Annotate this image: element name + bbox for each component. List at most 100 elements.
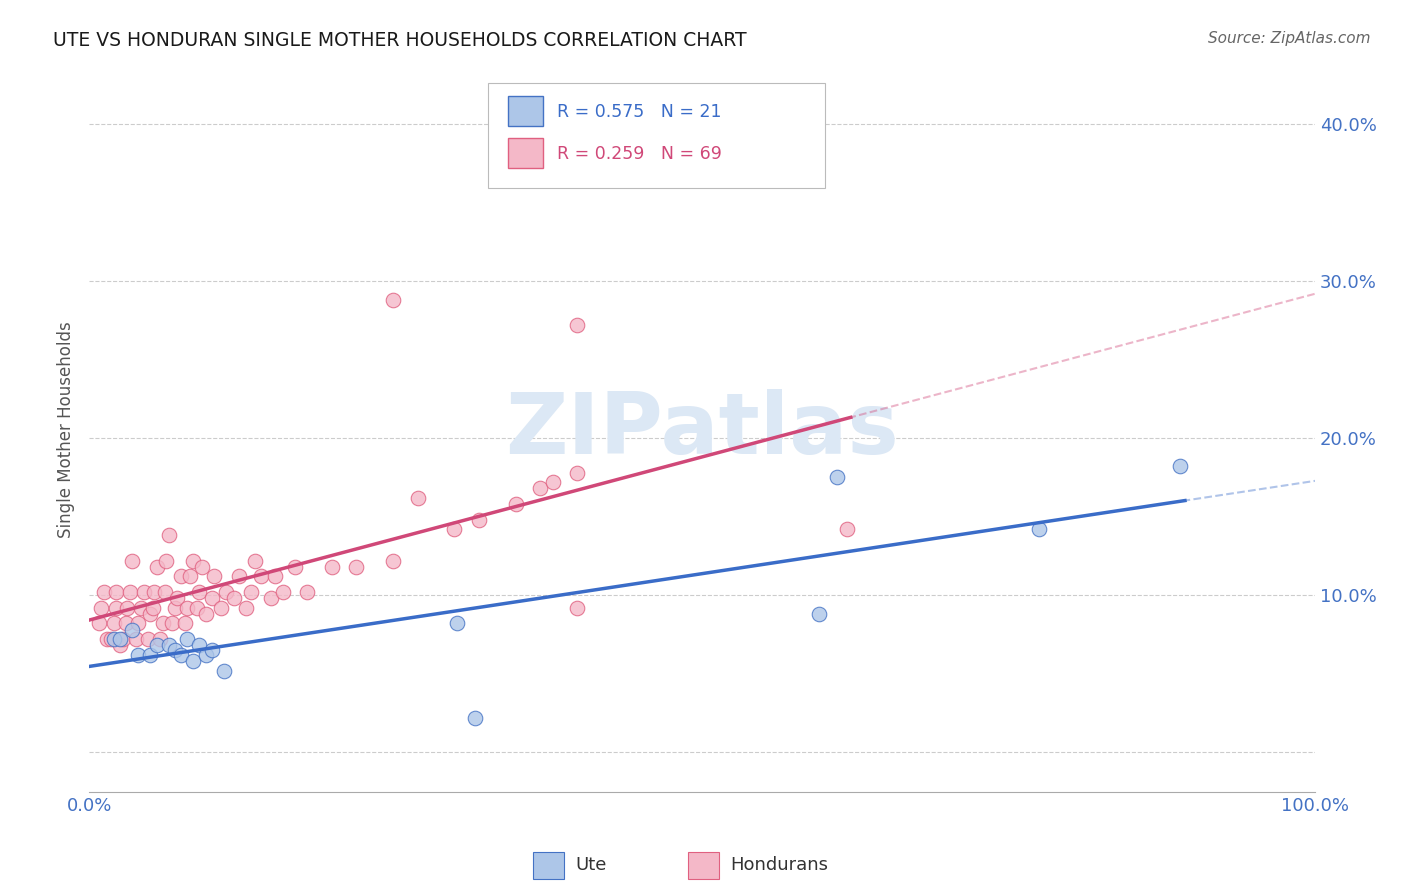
- Point: [188, 639, 211, 653]
- Point: [157, 639, 180, 653]
- Point: [176, 600, 198, 615]
- Text: Hondurans: Hondurans: [730, 856, 828, 874]
- Point: [162, 616, 184, 631]
- Point: [235, 600, 257, 615]
- Point: [143, 585, 166, 599]
- Y-axis label: Single Mother Households: Single Mother Households: [58, 322, 75, 539]
- Point: [825, 470, 848, 484]
- Point: [173, 616, 195, 631]
- Point: [153, 585, 176, 599]
- Point: [541, 475, 564, 489]
- Text: Ute: Ute: [575, 856, 607, 874]
- Point: [382, 293, 405, 307]
- Point: [284, 560, 307, 574]
- Point: [249, 569, 271, 583]
- Point: [264, 569, 287, 583]
- Point: [87, 616, 110, 631]
- Point: [194, 648, 217, 662]
- Point: [464, 711, 486, 725]
- Point: [100, 632, 122, 647]
- Point: [145, 560, 167, 574]
- Point: [1168, 459, 1191, 474]
- Point: [124, 632, 146, 647]
- FancyBboxPatch shape: [509, 96, 543, 127]
- Point: [201, 591, 224, 606]
- Point: [807, 607, 830, 621]
- Point: [222, 591, 245, 606]
- Point: [118, 585, 141, 599]
- Point: [103, 632, 125, 647]
- FancyBboxPatch shape: [488, 83, 825, 188]
- FancyBboxPatch shape: [509, 138, 543, 169]
- Point: [170, 648, 193, 662]
- Point: [505, 497, 527, 511]
- Point: [228, 569, 250, 583]
- Point: [565, 318, 588, 332]
- Point: [166, 591, 188, 606]
- Point: [212, 664, 235, 678]
- Text: R = 0.259   N = 69: R = 0.259 N = 69: [557, 145, 723, 163]
- Point: [115, 616, 138, 631]
- Point: [181, 553, 204, 567]
- Point: [443, 522, 465, 536]
- Point: [136, 632, 159, 647]
- Point: [139, 648, 162, 662]
- Point: [129, 600, 152, 615]
- Point: [835, 522, 858, 536]
- Point: [243, 553, 266, 567]
- Point: [176, 632, 198, 647]
- Point: [108, 639, 131, 653]
- Point: [163, 600, 186, 615]
- Point: [565, 600, 588, 615]
- Point: [565, 466, 588, 480]
- Point: [344, 560, 367, 574]
- Point: [529, 481, 551, 495]
- Point: [90, 600, 112, 615]
- Point: [155, 553, 177, 567]
- Point: [105, 585, 128, 599]
- Text: ZIPatlas: ZIPatlas: [505, 389, 898, 472]
- Point: [149, 632, 172, 647]
- Point: [93, 585, 115, 599]
- Point: [259, 591, 281, 606]
- Point: [157, 528, 180, 542]
- Point: [297, 585, 319, 599]
- Point: [121, 553, 143, 567]
- Point: [191, 560, 214, 574]
- Point: [215, 585, 238, 599]
- Point: [186, 600, 208, 615]
- Point: [134, 585, 156, 599]
- Point: [108, 632, 131, 647]
- Point: [152, 616, 174, 631]
- Point: [446, 616, 468, 631]
- Point: [115, 600, 138, 615]
- Point: [145, 639, 167, 653]
- Point: [142, 600, 165, 615]
- Point: [170, 569, 193, 583]
- Point: [163, 643, 186, 657]
- Point: [194, 607, 217, 621]
- Point: [181, 654, 204, 668]
- Point: [271, 585, 294, 599]
- Point: [179, 569, 201, 583]
- Point: [139, 607, 162, 621]
- Text: UTE VS HONDURAN SINGLE MOTHER HOUSEHOLDS CORRELATION CHART: UTE VS HONDURAN SINGLE MOTHER HOUSEHOLDS…: [53, 31, 747, 50]
- Text: R = 0.575   N = 21: R = 0.575 N = 21: [557, 103, 721, 121]
- Point: [239, 585, 262, 599]
- Text: Source: ZipAtlas.com: Source: ZipAtlas.com: [1208, 31, 1371, 46]
- Point: [112, 632, 135, 647]
- Point: [468, 513, 491, 527]
- Point: [1028, 522, 1050, 536]
- Point: [188, 585, 211, 599]
- Point: [201, 643, 224, 657]
- Point: [127, 648, 149, 662]
- Point: [406, 491, 429, 505]
- Point: [105, 600, 128, 615]
- Point: [202, 569, 225, 583]
- Point: [121, 623, 143, 637]
- Point: [96, 632, 118, 647]
- Point: [321, 560, 343, 574]
- Point: [103, 616, 125, 631]
- Point: [211, 600, 233, 615]
- Point: [382, 553, 405, 567]
